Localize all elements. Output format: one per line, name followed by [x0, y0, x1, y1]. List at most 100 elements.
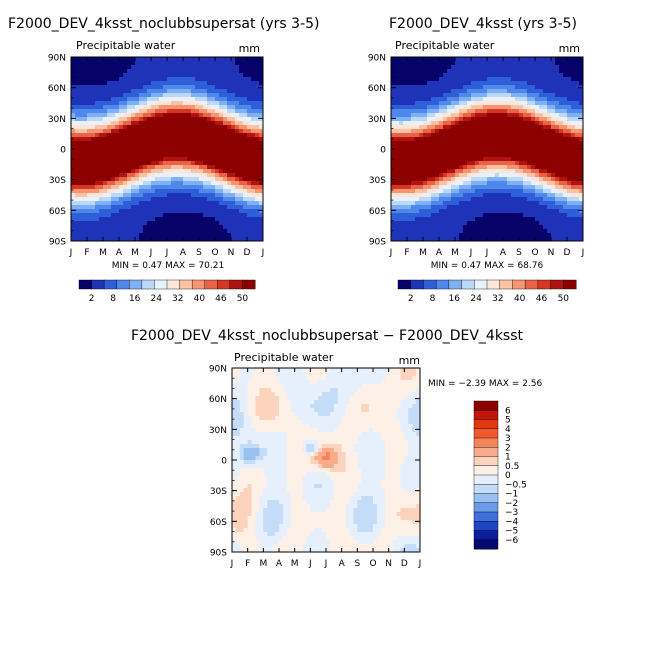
- heatmap-cell: [499, 153, 504, 158]
- heatmap-cell: [91, 213, 96, 218]
- heatmap-cell: [515, 73, 520, 78]
- heatmap-cell: [551, 145, 556, 150]
- heatmap-cell: [491, 185, 496, 190]
- heatmap-cell: [71, 169, 76, 174]
- heatmap-cell: [87, 221, 92, 226]
- heatmap-cell: [127, 105, 132, 110]
- heatmap-cell: [388, 368, 393, 373]
- heatmap-cell: [79, 109, 84, 114]
- heatmap-cell: [199, 109, 204, 114]
- heatmap-cell: [103, 189, 108, 194]
- heatmap-cell: [547, 237, 552, 242]
- heatmap-cell: [523, 185, 528, 190]
- heatmap-cell: [223, 205, 228, 210]
- heatmap-cell: [139, 229, 144, 234]
- heatmap-cell: [179, 189, 184, 194]
- heatmap-cell: [408, 368, 413, 373]
- heatmap-cell: [495, 201, 500, 206]
- heatmap-cell: [91, 69, 96, 74]
- heatmap-cell: [187, 85, 192, 90]
- heatmap-cell: [103, 113, 108, 118]
- heatmap-cell: [247, 376, 252, 381]
- heatmap-cell: [555, 189, 560, 194]
- heatmap-cell: [531, 193, 536, 198]
- heatmap-cell: [487, 57, 492, 62]
- colorbar-swatch: [537, 279, 552, 290]
- heatmap-cell: [171, 117, 176, 122]
- heatmap-cell: [95, 149, 100, 154]
- heatmap-cell: [579, 105, 584, 110]
- heatmap-cell: [463, 153, 468, 158]
- heatmap-cell: [551, 101, 556, 106]
- heatmap-cell: [491, 225, 496, 230]
- heatmap-cell: [483, 137, 488, 142]
- heatmap-cell: [255, 384, 260, 389]
- heatmap-cell: [495, 229, 500, 234]
- heatmap-cell: [294, 384, 299, 389]
- heatmap-cell: [179, 233, 184, 238]
- heatmap-cell: [123, 185, 128, 190]
- heatmap-cell: [555, 153, 560, 158]
- heatmap-cell: [239, 165, 244, 170]
- heatmap-cell: [71, 105, 76, 110]
- heatmap-cell: [239, 85, 244, 90]
- heatmap-cell: [187, 117, 192, 122]
- heatmap-cell: [207, 169, 212, 174]
- heatmap-cell: [523, 225, 528, 230]
- heatmap-cell: [151, 145, 156, 150]
- heatmap-cell: [333, 376, 339, 381]
- heatmap-cell: [235, 141, 240, 146]
- x-tick-label: M: [99, 248, 107, 258]
- heatmap-cell: [135, 185, 140, 190]
- heatmap-cell: [247, 181, 252, 186]
- heatmap-cell: [235, 153, 240, 158]
- heatmap-cell: [95, 121, 100, 126]
- colorbar-swatch: [129, 279, 143, 290]
- heatmap-cell: [559, 97, 564, 102]
- heatmap-cell: [499, 161, 504, 166]
- heatmap-cell: [275, 380, 280, 385]
- heatmap-cell: [555, 129, 560, 134]
- heatmap-cell: [575, 209, 580, 214]
- heatmap-cell: [391, 125, 396, 130]
- heatmap-cell: [103, 181, 108, 186]
- heatmap-cell: [408, 380, 413, 385]
- heatmap-cell: [395, 233, 400, 238]
- heatmap-cell: [467, 221, 472, 226]
- heatmap-cell: [79, 121, 84, 126]
- heatmap-cell: [139, 81, 144, 86]
- heatmap-cell: [535, 197, 540, 202]
- heatmap-cell: [495, 225, 500, 230]
- heatmap-cell: [571, 73, 576, 78]
- heatmap-cell: [99, 165, 104, 170]
- heatmap-cell: [447, 221, 452, 226]
- heatmap-cell: [195, 81, 200, 86]
- heatmap-cell: [495, 65, 500, 70]
- heatmap-cell: [139, 137, 144, 142]
- heatmap-cell: [543, 213, 548, 218]
- heatmap-cell: [507, 85, 512, 90]
- heatmap-cell: [191, 101, 196, 106]
- heatmap-cell: [179, 125, 184, 130]
- heatmap-cell: [519, 61, 524, 66]
- heatmap-cell: [423, 237, 428, 242]
- colorbar-label: 32: [492, 294, 503, 304]
- heatmap-cell: [475, 93, 480, 98]
- heatmap-cell: [243, 185, 248, 190]
- heatmap-cell: [159, 157, 164, 162]
- heatmap-cell: [227, 197, 232, 202]
- heatmap-cell: [511, 205, 516, 210]
- heatmap-cell: [103, 117, 108, 122]
- heatmap-cell: [411, 169, 416, 174]
- heatmap-cell: [183, 125, 188, 130]
- heatmap-cell: [255, 173, 260, 178]
- heatmap-cell: [455, 165, 460, 170]
- heatmap-cell: [103, 129, 108, 134]
- heatmap-cell: [447, 189, 452, 194]
- heatmap-cell: [211, 193, 216, 198]
- heatmap-cell: [232, 380, 237, 385]
- heatmap-cell: [187, 169, 192, 174]
- heatmap-cell: [567, 121, 572, 126]
- heatmap-cell: [251, 129, 256, 134]
- heatmap-cell: [411, 133, 416, 138]
